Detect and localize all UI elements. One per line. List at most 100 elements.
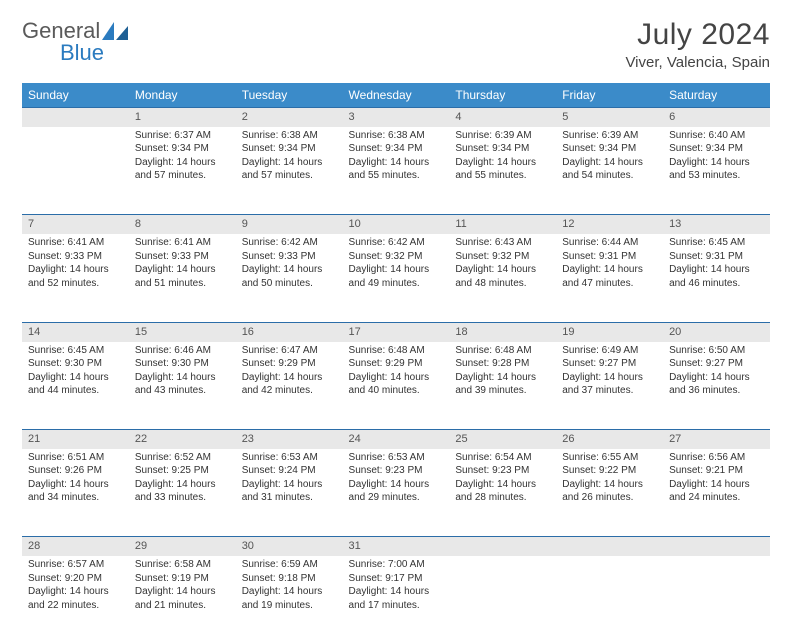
- daylight-line: Daylight: 14 hours and 52 minutes.: [28, 263, 123, 290]
- logo: GeneralBlue: [22, 18, 128, 66]
- sunrise-line: Sunrise: 6:51 AM: [28, 451, 123, 465]
- sunrise-line: Sunrise: 6:48 AM: [455, 344, 550, 358]
- daylight-line: Daylight: 14 hours and 54 minutes.: [562, 156, 657, 183]
- daylight-line: Daylight: 14 hours and 44 minutes.: [28, 371, 123, 398]
- day-cell: Sunrise: 6:42 AMSunset: 9:33 PMDaylight:…: [236, 234, 343, 322]
- daylight-line: Daylight: 14 hours and 33 minutes.: [135, 478, 230, 505]
- sunrise-line: Sunrise: 6:47 AM: [242, 344, 337, 358]
- sunrise-line: Sunrise: 6:41 AM: [28, 236, 123, 250]
- day-cell: Sunrise: 6:47 AMSunset: 9:29 PMDaylight:…: [236, 342, 343, 430]
- daylight-line: Daylight: 14 hours and 43 minutes.: [135, 371, 230, 398]
- day-cell: Sunrise: 6:38 AMSunset: 9:34 PMDaylight:…: [236, 127, 343, 215]
- day-content-row: Sunrise: 6:41 AMSunset: 9:33 PMDaylight:…: [22, 234, 770, 322]
- sunrise-line: Sunrise: 6:38 AM: [242, 129, 337, 143]
- weekday-header: Sunday: [22, 83, 129, 108]
- day-number: 10: [343, 215, 450, 234]
- day-cell: [663, 556, 770, 644]
- logo-text-blue: Blue: [22, 40, 104, 66]
- day-number: 9: [236, 215, 343, 234]
- day-number: 24: [343, 430, 450, 449]
- weekday-header: Monday: [129, 83, 236, 108]
- day-number: 17: [343, 322, 450, 341]
- sunrise-line: Sunrise: 6:44 AM: [562, 236, 657, 250]
- daylight-line: Daylight: 14 hours and 42 minutes.: [242, 371, 337, 398]
- daylight-line: Daylight: 14 hours and 51 minutes.: [135, 263, 230, 290]
- weekday-header: Thursday: [449, 83, 556, 108]
- day-number: 31: [343, 537, 450, 556]
- day-number: 30: [236, 537, 343, 556]
- sunrise-line: Sunrise: 6:42 AM: [242, 236, 337, 250]
- sunset-line: Sunset: 9:27 PM: [669, 357, 764, 371]
- daylight-line: Daylight: 14 hours and 48 minutes.: [455, 263, 550, 290]
- day-number: 27: [663, 430, 770, 449]
- day-number: 12: [556, 215, 663, 234]
- day-number: 23: [236, 430, 343, 449]
- daylight-line: Daylight: 14 hours and 50 minutes.: [242, 263, 337, 290]
- sunrise-line: Sunrise: 6:46 AM: [135, 344, 230, 358]
- daylight-line: Daylight: 14 hours and 57 minutes.: [242, 156, 337, 183]
- day-cell: Sunrise: 6:44 AMSunset: 9:31 PMDaylight:…: [556, 234, 663, 322]
- day-cell: Sunrise: 6:45 AMSunset: 9:30 PMDaylight:…: [22, 342, 129, 430]
- day-number: [556, 537, 663, 556]
- sunset-line: Sunset: 9:32 PM: [349, 250, 444, 264]
- sunset-line: Sunset: 9:30 PM: [28, 357, 123, 371]
- day-cell: Sunrise: 7:00 AMSunset: 9:17 PMDaylight:…: [343, 556, 450, 644]
- sunrise-line: Sunrise: 6:39 AM: [455, 129, 550, 143]
- day-number: 28: [22, 537, 129, 556]
- sunset-line: Sunset: 9:34 PM: [242, 142, 337, 156]
- location: Viver, Valencia, Spain: [625, 54, 770, 71]
- daylight-line: Daylight: 14 hours and 31 minutes.: [242, 478, 337, 505]
- sunset-line: Sunset: 9:17 PM: [349, 572, 444, 586]
- day-cell: Sunrise: 6:53 AMSunset: 9:23 PMDaylight:…: [343, 449, 450, 537]
- sunrise-line: Sunrise: 6:53 AM: [349, 451, 444, 465]
- sunrise-line: Sunrise: 6:52 AM: [135, 451, 230, 465]
- day-number: 8: [129, 215, 236, 234]
- day-number: 3: [343, 108, 450, 127]
- calendar-table: SundayMondayTuesdayWednesdayThursdayFrid…: [22, 83, 770, 644]
- day-number: [663, 537, 770, 556]
- sunset-line: Sunset: 9:23 PM: [349, 464, 444, 478]
- daylight-line: Daylight: 14 hours and 19 minutes.: [242, 585, 337, 612]
- daylight-line: Daylight: 14 hours and 40 minutes.: [349, 371, 444, 398]
- day-cell: Sunrise: 6:48 AMSunset: 9:28 PMDaylight:…: [449, 342, 556, 430]
- weekday-header: Wednesday: [343, 83, 450, 108]
- sunset-line: Sunset: 9:28 PM: [455, 357, 550, 371]
- daylight-line: Daylight: 14 hours and 55 minutes.: [455, 156, 550, 183]
- day-number: 13: [663, 215, 770, 234]
- day-content-row: Sunrise: 6:37 AMSunset: 9:34 PMDaylight:…: [22, 127, 770, 215]
- sunset-line: Sunset: 9:34 PM: [562, 142, 657, 156]
- sunset-line: Sunset: 9:25 PM: [135, 464, 230, 478]
- sunset-line: Sunset: 9:18 PM: [242, 572, 337, 586]
- day-cell: Sunrise: 6:45 AMSunset: 9:31 PMDaylight:…: [663, 234, 770, 322]
- day-number-row: 123456: [22, 108, 770, 127]
- sunrise-line: Sunrise: 6:54 AM: [455, 451, 550, 465]
- day-number: [22, 108, 129, 127]
- sunrise-line: Sunrise: 6:40 AM: [669, 129, 764, 143]
- day-cell: Sunrise: 6:46 AMSunset: 9:30 PMDaylight:…: [129, 342, 236, 430]
- sunrise-line: Sunrise: 6:41 AM: [135, 236, 230, 250]
- daylight-line: Daylight: 14 hours and 28 minutes.: [455, 478, 550, 505]
- day-number: 15: [129, 322, 236, 341]
- day-cell: Sunrise: 6:39 AMSunset: 9:34 PMDaylight:…: [556, 127, 663, 215]
- daylight-line: Daylight: 14 hours and 49 minutes.: [349, 263, 444, 290]
- sunset-line: Sunset: 9:19 PM: [135, 572, 230, 586]
- sunset-line: Sunset: 9:27 PM: [562, 357, 657, 371]
- sunset-line: Sunset: 9:30 PM: [135, 357, 230, 371]
- day-number: 6: [663, 108, 770, 127]
- sunset-line: Sunset: 9:34 PM: [349, 142, 444, 156]
- sunrise-line: Sunrise: 6:45 AM: [28, 344, 123, 358]
- day-content-row: Sunrise: 6:51 AMSunset: 9:26 PMDaylight:…: [22, 449, 770, 537]
- day-cell: Sunrise: 6:50 AMSunset: 9:27 PMDaylight:…: [663, 342, 770, 430]
- sunset-line: Sunset: 9:29 PM: [242, 357, 337, 371]
- logo-sail-icon: [102, 22, 128, 40]
- day-number-row: 14151617181920: [22, 322, 770, 341]
- sunset-line: Sunset: 9:34 PM: [455, 142, 550, 156]
- daylight-line: Daylight: 14 hours and 46 minutes.: [669, 263, 764, 290]
- sunrise-line: Sunrise: 6:49 AM: [562, 344, 657, 358]
- sunrise-line: Sunrise: 6:42 AM: [349, 236, 444, 250]
- day-number: 7: [22, 215, 129, 234]
- sunset-line: Sunset: 9:33 PM: [242, 250, 337, 264]
- sunrise-line: Sunrise: 6:57 AM: [28, 558, 123, 572]
- sunrise-line: Sunrise: 6:37 AM: [135, 129, 230, 143]
- day-cell: Sunrise: 6:54 AMSunset: 9:23 PMDaylight:…: [449, 449, 556, 537]
